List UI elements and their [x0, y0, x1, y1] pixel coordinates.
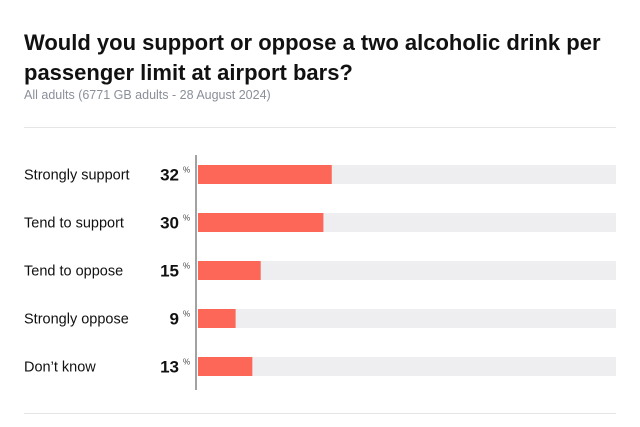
- top-divider: [24, 127, 616, 128]
- value-unit: %: [183, 310, 190, 319]
- value-unit: %: [183, 262, 190, 271]
- bar-track: [198, 261, 616, 280]
- bar-track: [198, 309, 616, 328]
- bar: [198, 357, 253, 376]
- value-label: 15: [160, 262, 179, 281]
- chart-title: Would you support or oppose a two alcoho…: [24, 30, 601, 85]
- bottom-divider: [24, 413, 616, 414]
- value-label: 30: [160, 214, 179, 233]
- category-label: Tend to oppose: [24, 264, 123, 280]
- bar: [198, 213, 324, 232]
- category-label: Strongly oppose: [24, 312, 129, 328]
- bar: [198, 309, 236, 328]
- chart-subtitle: All adults (6771 GB adults - 28 August 2…: [24, 88, 271, 102]
- category-label: Tend to support: [24, 216, 124, 232]
- value-unit: %: [183, 214, 190, 223]
- category-label: Strongly support: [24, 168, 130, 184]
- bar: [198, 261, 261, 280]
- value-unit: %: [183, 166, 190, 175]
- value-label: 9: [170, 310, 179, 329]
- category-label: Don’t know: [24, 360, 96, 376]
- value-label: 32: [160, 166, 179, 185]
- value-label: 13: [160, 358, 179, 377]
- value-unit: %: [183, 358, 190, 367]
- bar-track: [198, 357, 616, 376]
- bar: [198, 165, 332, 184]
